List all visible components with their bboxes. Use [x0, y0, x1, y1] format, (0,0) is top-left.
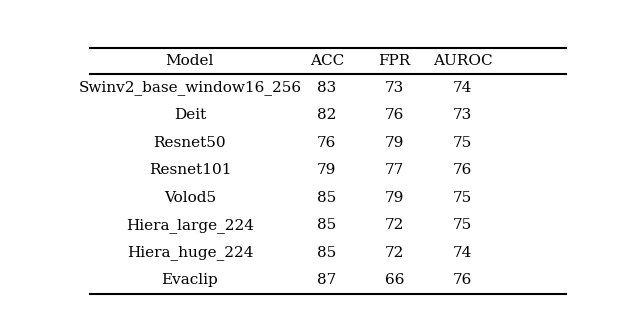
Text: 66: 66	[385, 273, 404, 287]
Text: 76: 76	[385, 108, 404, 122]
Text: 79: 79	[317, 163, 337, 177]
Text: 73: 73	[385, 81, 404, 95]
Text: 83: 83	[317, 81, 337, 95]
Text: 74: 74	[453, 81, 472, 95]
Text: 76: 76	[453, 163, 472, 177]
Text: 75: 75	[453, 136, 472, 150]
Text: Swinv2_base_window16_256: Swinv2_base_window16_256	[78, 80, 301, 95]
Text: FPR: FPR	[378, 54, 411, 68]
Text: 75: 75	[453, 218, 472, 232]
Text: 72: 72	[385, 218, 404, 232]
Text: 73: 73	[453, 108, 472, 122]
Text: Resnet50: Resnet50	[154, 136, 226, 150]
Text: Volod5: Volod5	[164, 191, 216, 205]
Text: 85: 85	[317, 218, 337, 232]
Text: 79: 79	[385, 136, 404, 150]
Text: 79: 79	[385, 191, 404, 205]
Text: 82: 82	[317, 108, 337, 122]
Text: ACC: ACC	[310, 54, 344, 68]
Text: 87: 87	[317, 273, 337, 287]
Text: Deit: Deit	[174, 108, 206, 122]
Text: AUROC: AUROC	[433, 54, 492, 68]
Text: Resnet101: Resnet101	[148, 163, 231, 177]
Text: 75: 75	[453, 191, 472, 205]
Text: Evaclip: Evaclip	[161, 273, 218, 287]
Text: Hiera_large_224: Hiera_large_224	[126, 218, 254, 233]
Text: Hiera_huge_224: Hiera_huge_224	[127, 245, 253, 260]
Text: 85: 85	[317, 191, 337, 205]
Text: 74: 74	[453, 246, 472, 260]
Text: 76: 76	[453, 273, 472, 287]
Text: 77: 77	[385, 163, 404, 177]
Text: 85: 85	[317, 246, 337, 260]
Text: Model: Model	[166, 54, 214, 68]
Text: 72: 72	[385, 246, 404, 260]
Text: 76: 76	[317, 136, 337, 150]
